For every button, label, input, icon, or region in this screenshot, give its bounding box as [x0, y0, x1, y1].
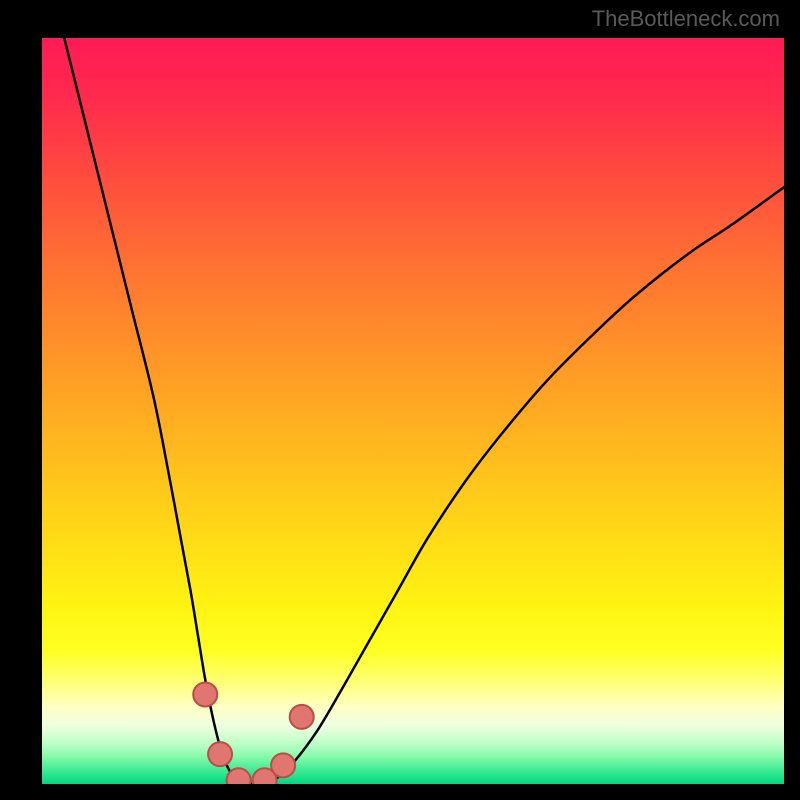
curve-marker	[227, 768, 251, 784]
curve-marker	[271, 753, 295, 777]
plot-area	[42, 38, 784, 784]
chart-container: TheBottleneck.com	[0, 0, 800, 800]
watermark-text: TheBottleneck.com	[592, 6, 780, 32]
marker-group	[193, 682, 313, 784]
curve-marker	[193, 682, 217, 706]
curve-layer	[42, 38, 784, 784]
curve-marker	[290, 705, 314, 729]
curve-marker	[208, 742, 232, 766]
bottleneck-curve	[64, 38, 784, 784]
